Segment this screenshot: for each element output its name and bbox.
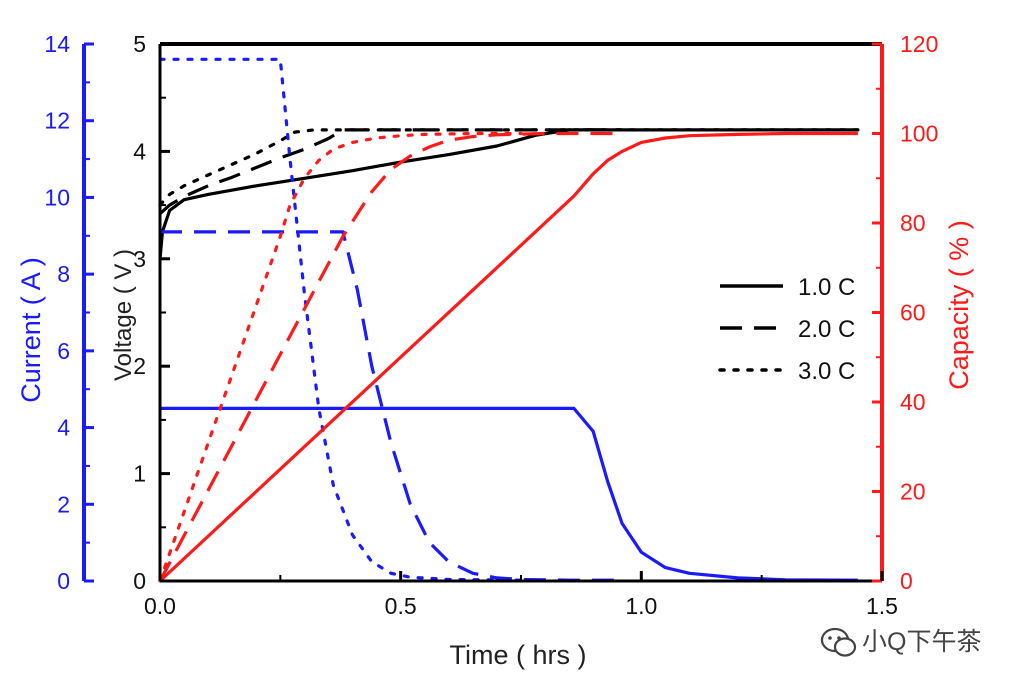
voltage-tick-label: 1: [133, 461, 146, 487]
voltage-tick-label: 0: [133, 568, 146, 594]
x-tick-label: 1.0: [625, 593, 657, 619]
current-tick-label: 14: [44, 31, 70, 57]
voltage-tick-label: 4: [133, 138, 146, 164]
current-axis-title: Current ( A ): [16, 257, 46, 403]
voltage-tick-label: 3: [133, 246, 146, 272]
series-1-0-c-voltage: [158, 128, 858, 259]
series-1-0-c-current: [160, 406, 858, 582]
watermark: 小Q下午茶: [820, 627, 981, 657]
series-3-0-c-current: [158, 57, 523, 582]
current-tick-label: 2: [57, 491, 70, 517]
current-tick-label: 8: [57, 261, 70, 287]
legend-label: 1.0 C: [798, 274, 855, 301]
capacity-tick-label: 120: [900, 31, 938, 57]
series-3-0-c-capacity: [158, 131, 523, 583]
current-tick-label: 12: [44, 108, 70, 134]
series-3-0-c-voltage: [158, 128, 860, 207]
series-2-0-c-capacity: [158, 131, 623, 582]
voltage-axis-title: Voltage ( V ): [110, 249, 137, 381]
capacity-tick-label: 100: [900, 121, 938, 147]
current-tick-label: 0: [57, 568, 70, 594]
current-tick-label: 4: [57, 415, 70, 441]
voltage-tick-label: 5: [133, 31, 146, 57]
capacity-tick-label: 20: [900, 479, 926, 505]
x-tick-label: 0.5: [385, 593, 417, 619]
series-2-0-c-current: [160, 230, 623, 582]
capacity-tick-label: 80: [900, 210, 926, 236]
current-tick-label: 6: [57, 338, 70, 364]
capacity-tick-label: 40: [900, 389, 926, 415]
voltage-tick-label: 2: [133, 353, 146, 379]
capacity-axis-title: Capacity ( % ): [944, 220, 974, 390]
legend-label: 2.0 C: [798, 316, 855, 343]
x-tick-label: 0.0: [144, 593, 176, 619]
watermark-text: 小Q下午茶: [862, 628, 981, 656]
series-2-0-c-voltage: [158, 128, 623, 215]
x-axis-title: Time ( hrs ): [450, 640, 587, 670]
capacity-tick-label: 0: [900, 568, 913, 594]
series-1-0-c-capacity: [158, 131, 858, 583]
wechat-icon: [820, 627, 857, 657]
current-tick-label: 10: [44, 184, 70, 210]
legend-label: 3.0 C: [798, 358, 855, 385]
series-layer: [158, 57, 860, 583]
x-tick-label: 1.5: [866, 593, 898, 619]
legend: 1.0 C 2.0 C 3.0 C: [718, 274, 855, 385]
capacity-tick-label: 60: [900, 300, 926, 326]
